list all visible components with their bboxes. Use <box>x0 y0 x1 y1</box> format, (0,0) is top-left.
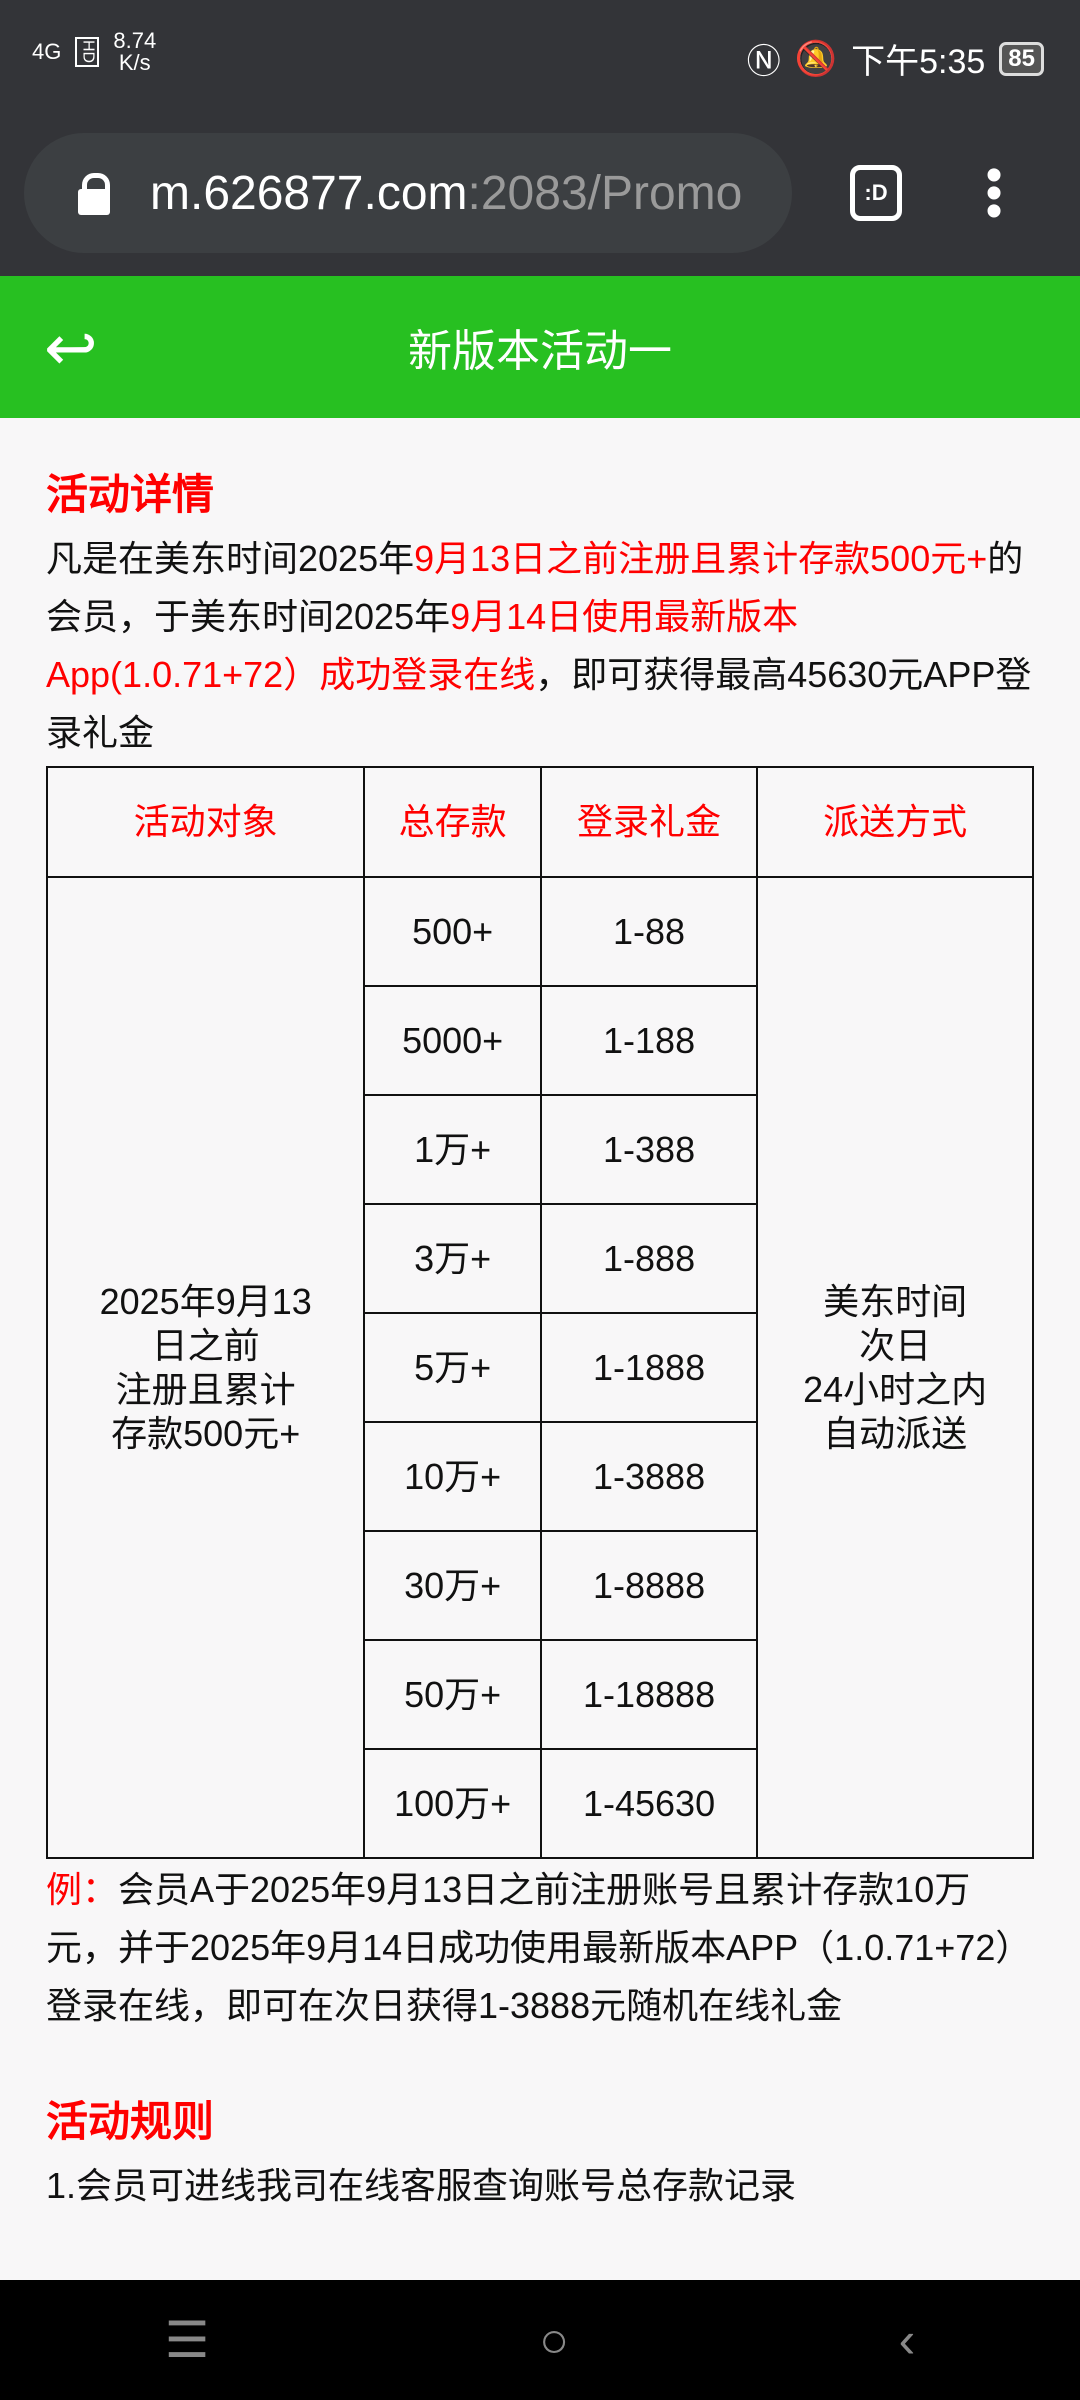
table-header-row: 活动对象 总存款 登录礼金 派送方式 <box>45 766 1034 878</box>
nfc-icon: Ⓝ <box>746 43 781 81</box>
back-arrow-icon[interactable]: ↩ <box>44 312 98 384</box>
col-header: 总存款 <box>363 766 542 878</box>
bonus-cell: 1-45630 <box>539 1748 759 1859</box>
highlight: 9月14日使用最新版本App(1.0.71+72）成功登录在线 <box>46 596 799 695</box>
table-row: 30万+ 1-8888 <box>47 1530 1033 1641</box>
target-cell: 2025年9月13 日之前 注册且累计 存款500元+ <box>45 876 366 1859</box>
details-title: 活动详情 <box>46 471 215 518</box>
recents-icon[interactable]: ☰ <box>164 2312 210 2368</box>
deposit-cell: 30万+ <box>363 1530 542 1641</box>
col-header: 登录礼金 <box>539 766 759 878</box>
bonus-cell: 1-3888 <box>539 1421 759 1532</box>
more-menu-icon[interactable]: • • • <box>985 149 1003 238</box>
tab-switcher-button[interactable]: :D <box>850 165 902 221</box>
content: 活动详情 凡是在美东时间2025年9月13日之前注册且累计存款500元+的会员，… <box>45 460 1036 2215</box>
home-icon[interactable]: ○ <box>538 2312 570 2368</box>
example-body: 会员A于2025年9月13日之前注册账号且累计存款10万元，并于2025年9月1… <box>46 1869 1032 2026</box>
table-row: 50万+ 1-18888 <box>47 1639 1033 1750</box>
target-line: 2025年9月13 <box>99 1280 312 1322</box>
example-text: 例：会员A于2025年9月13日之前注册账号且累计存款10万元，并于2025年9… <box>46 1861 1036 2035</box>
deposit-cell: 10万+ <box>363 1421 542 1532</box>
page-title: 新版本活动一 <box>408 327 672 376</box>
clock: 下午5:35 <box>851 43 986 81</box>
deposit-cell: 50万+ <box>363 1639 542 1750</box>
speed-unit: K/s <box>118 50 151 75</box>
rule-item: 1.会员可进线我司在线客服查询账号总存款记录 <box>46 2165 797 2206</box>
bonus-cell: 1-388 <box>539 1094 759 1205</box>
col-header: 派送方式 <box>756 766 1034 878</box>
system-nav-bar: ☰ ○ ‹ <box>0 2280 1080 2400</box>
details-text: 凡是在美东时间2025年9月13日之前注册且累计存款500元+的会员，于美东时间… <box>46 530 1036 762</box>
table-row: 2025年9月13 日之前 注册且累计 存款500元+ 500+ 1-88 美东时间 次日 24… <box>45 876 1034 1859</box>
url-host: m.626877.com <box>150 166 468 220</box>
table-row: 100万+ 1-45630 <box>47 1748 1033 1859</box>
bonus-cell: 1-888 <box>539 1203 759 1314</box>
table-row: 5万+ 1-1888 <box>47 1312 1033 1423</box>
deposit-cell: 5000+ <box>363 985 542 1096</box>
text: 凡是在美东时间2025年 <box>46 538 415 579</box>
delivery-line: 24小时之内 <box>803 1368 988 1410</box>
delivery-line: 自动派送 <box>823 1412 968 1454</box>
target-line: 日之前 <box>151 1324 260 1366</box>
table-row: 3万+ 1-888 <box>47 1203 1033 1314</box>
delivery-line: 次日 <box>859 1324 932 1366</box>
network-speed: 8.74 K/s <box>113 30 156 74</box>
status-bar: 4G HD 8.74 K/s Ⓝ 🔕 下午5:35 85 <box>0 0 1080 95</box>
browser-toolbar: m.626877.com:2083/Promo :D • • • <box>0 95 1080 276</box>
battery-icon: 85 <box>999 41 1044 76</box>
deposit-cell: 100万+ <box>363 1748 542 1859</box>
col-header: 活动对象 <box>45 766 366 878</box>
bonus-cell: 1-8888 <box>539 1530 759 1641</box>
target-line: 存款500元+ <box>111 1412 301 1454</box>
page-header: ↩ 新版本活动一 <box>0 276 1080 418</box>
delivery-cell: 美东时间 次日 24小时之内 自动派送 <box>756 876 1034 1859</box>
signal-icon: 4G <box>32 39 62 64</box>
hd-icon: HD <box>75 37 100 67</box>
example-label: 例： <box>46 1869 119 1910</box>
text: 的会员，于美东时间2025年 <box>46 538 1024 637</box>
mute-bell-icon: 🔕 <box>794 39 838 78</box>
lock-icon <box>78 173 110 215</box>
deposit-cell: 3万+ <box>363 1203 542 1314</box>
url-field[interactable]: m.626877.com:2083/Promo <box>24 133 792 253</box>
bonus-cell: 1-88 <box>539 876 759 987</box>
bonus-cell: 1-1888 <box>539 1312 759 1423</box>
reward-table: 活动对象 总存款 登录礼金 派送方式 2025年9月13 日之前 注册且累计 存款50… <box>45 766 1034 1859</box>
text: ，即可获得最高45630元APP登录礼金 <box>46 654 1032 753</box>
back-icon[interactable]: ‹ <box>898 2312 916 2368</box>
deposit-cell: 1万+ <box>363 1094 542 1205</box>
delivery-line: 美东时间 <box>823 1280 968 1322</box>
table-row: 5000+ 1-188 <box>47 985 1033 1096</box>
url-path: :2083/Promo <box>467 166 743 220</box>
speed-value: 8.74 <box>113 28 157 53</box>
deposit-cell: 5万+ <box>363 1312 542 1423</box>
highlight: 9月13日之前注册且累计存款500元+ <box>414 538 988 579</box>
table-row: 1万+ 1-388 <box>47 1094 1033 1205</box>
bonus-cell: 1-188 <box>539 985 759 1096</box>
bonus-cell: 1-18888 <box>539 1639 759 1750</box>
target-line: 注册且累计 <box>115 1368 296 1410</box>
deposit-cell: 500+ <box>363 876 542 987</box>
rules-title: 活动规则 <box>46 2098 215 2145</box>
table-row: 10万+ 1-3888 <box>47 1421 1033 1532</box>
